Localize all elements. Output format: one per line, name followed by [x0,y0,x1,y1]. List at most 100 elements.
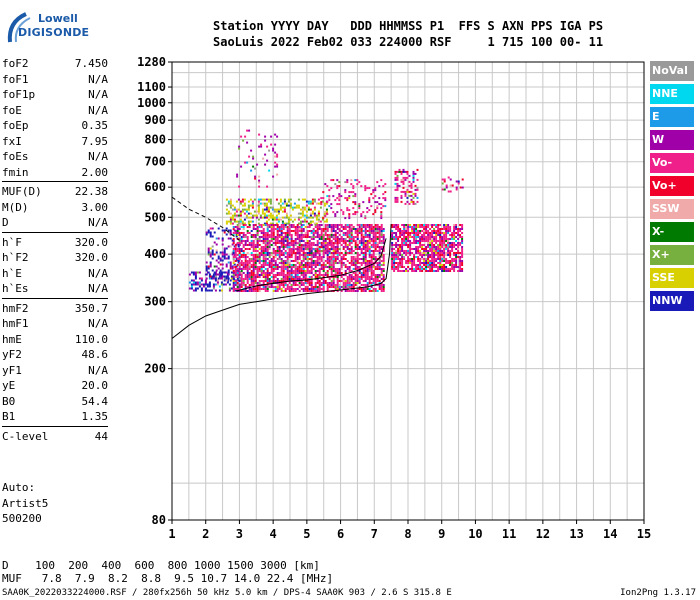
echo-point [258,288,261,290]
echo-point [310,254,313,256]
echo-point [292,278,295,280]
echo-point [234,270,237,272]
echo-point [391,262,394,264]
echo-point [433,246,436,248]
echo-point [461,228,464,230]
echo-point [368,270,371,272]
echo-point [242,252,245,254]
echo-point [352,201,355,204]
echo-point [461,178,464,181]
echo-point [368,288,371,290]
echo-point [310,272,313,274]
echo-point [300,244,303,246]
echo-point [202,283,205,286]
echo-point [300,254,303,256]
echo-point [250,234,253,236]
echo-point [240,165,243,168]
echo-point [282,260,285,262]
echo-point [376,238,379,240]
echo-point [268,282,271,284]
echo-point [406,188,409,191]
echo-point [431,264,434,266]
x-tick-label: 5 [303,527,310,541]
echo-point [194,277,197,280]
echo-point [318,224,321,226]
echo-point [419,266,422,268]
echo-point [391,256,394,258]
echo-points [188,129,464,292]
echo-point [223,247,226,250]
echo-point [282,236,285,238]
echo-point [425,224,428,226]
echo-point [334,213,337,216]
echo-point [354,256,357,258]
echo-point [336,211,339,214]
echo-point [358,242,361,244]
echo-point [296,250,299,253]
echo-point [258,268,261,270]
echo-point [318,226,321,228]
echo-point [274,151,277,154]
echo-point [254,260,257,262]
y-tick-label: 300 [144,295,166,309]
echo-point [405,240,408,242]
echo-point [399,262,402,264]
echo-point [416,186,419,189]
echo-point [276,280,279,282]
echo-point [316,270,319,272]
echo-point [276,258,279,260]
echo-point [439,238,442,240]
echo-point [198,285,201,288]
echo-point [397,264,400,266]
echo-point [449,262,452,264]
echo-point [437,268,440,270]
echo-point [225,220,228,223]
echo-point [264,153,267,156]
echo-point [258,181,261,184]
echo-point [338,262,341,264]
param-value: 320.0 [74,251,108,264]
echo-point [303,198,306,201]
echo-point [239,202,242,205]
echo-point [308,224,311,226]
echo-point [425,254,428,256]
echo-point [394,172,397,175]
echo-point [242,232,245,234]
echo-point [421,244,424,246]
echo-point [252,165,255,168]
echo-point [459,266,462,268]
echo-point [453,252,456,254]
echo-point [417,234,420,236]
echo-point [220,273,223,276]
echo-point [370,282,373,284]
echo-point [306,282,309,284]
echo-point [334,260,337,262]
echo-point [344,226,347,228]
echo-point [340,238,343,240]
auto-program: Artist5 [2,496,49,510]
echo-point [356,244,359,246]
echo-point [372,242,375,244]
echo-point [410,194,413,197]
echo-point [244,260,247,262]
echo-point [336,228,339,230]
echo-point [348,262,351,264]
echo-point [380,270,383,272]
echo-point [312,254,315,256]
echo-point [397,238,400,240]
echo-point [313,200,316,203]
echo-point [374,195,377,198]
echo-point [240,262,243,264]
echo-point [364,264,367,266]
echo-point [312,236,315,238]
echo-point [308,246,311,248]
echo-point [248,274,251,276]
echo-point [272,248,275,250]
echo-point [362,268,365,270]
echo-point [214,289,217,292]
echo-point [382,284,385,286]
echo-point [344,217,347,220]
echo-point [372,280,375,282]
echo-point [346,199,349,202]
echo-point [292,276,295,278]
